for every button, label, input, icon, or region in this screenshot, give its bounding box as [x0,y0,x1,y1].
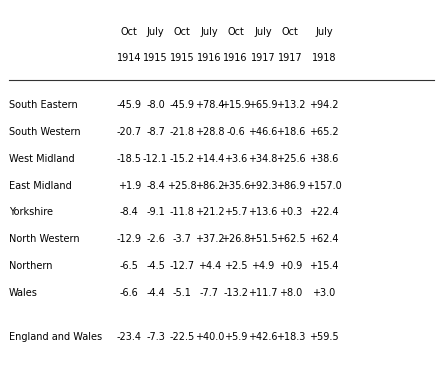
Text: -0.6: -0.6 [226,127,245,137]
Text: +8.0: +8.0 [279,288,302,298]
Text: +86.2: +86.2 [194,181,224,190]
Text: -12.7: -12.7 [169,261,194,271]
Text: +65.9: +65.9 [248,100,278,110]
Text: July: July [147,27,164,37]
Text: +28.8: +28.8 [194,127,224,137]
Text: Oct: Oct [282,27,299,37]
Text: +13.2: +13.2 [276,100,305,110]
Text: -8.7: -8.7 [146,127,165,137]
Text: 1915: 1915 [170,53,194,63]
Text: +35.6: +35.6 [221,181,251,190]
Text: 1918: 1918 [312,53,336,63]
Text: -8.0: -8.0 [146,100,165,110]
Text: +25.8: +25.8 [167,181,197,190]
Text: -8.4: -8.4 [146,181,165,190]
Text: +3.0: +3.0 [312,288,336,298]
Text: -11.8: -11.8 [170,208,194,217]
Text: -23.4: -23.4 [117,332,142,342]
Text: Oct: Oct [121,27,138,37]
Text: 1915: 1915 [143,53,168,63]
Text: +65.2: +65.2 [309,127,339,137]
Text: +40.0: +40.0 [194,332,224,342]
Text: 1916: 1916 [223,53,248,63]
Text: -20.7: -20.7 [117,127,142,137]
Text: July: July [315,27,333,37]
Text: +62.4: +62.4 [309,234,339,244]
Text: -4.5: -4.5 [146,261,165,271]
Text: -12.1: -12.1 [143,154,168,163]
Text: -3.7: -3.7 [172,234,191,244]
Text: +21.2: +21.2 [194,208,224,217]
Text: Northern: Northern [9,261,52,271]
Text: 1917: 1917 [278,53,303,63]
Text: 1916: 1916 [197,53,222,63]
Text: July: July [254,27,272,37]
Text: +92.3: +92.3 [248,181,278,190]
Text: -2.6: -2.6 [146,234,165,244]
Text: Oct: Oct [173,27,190,37]
Text: South Eastern: South Eastern [9,100,78,110]
Text: +59.5: +59.5 [309,332,339,342]
Text: +78.4: +78.4 [194,100,224,110]
Text: 1914: 1914 [117,53,141,63]
Text: +25.6: +25.6 [276,154,305,163]
Text: -45.9: -45.9 [169,100,194,110]
Text: -6.6: -6.6 [120,288,138,298]
Text: 1917: 1917 [251,53,275,63]
Text: +2.5: +2.5 [224,261,247,271]
Text: +38.6: +38.6 [309,154,339,163]
Text: -18.5: -18.5 [117,154,142,163]
Text: -22.5: -22.5 [169,332,194,342]
Text: +14.4: +14.4 [194,154,224,163]
Text: West Midland: West Midland [9,154,74,163]
Text: +4.4: +4.4 [198,261,221,271]
Text: +1.9: +1.9 [117,181,141,190]
Text: -7.7: -7.7 [200,288,219,298]
Text: -13.2: -13.2 [223,288,248,298]
Text: +62.5: +62.5 [276,234,305,244]
Text: England and Wales: England and Wales [9,332,102,342]
Text: +22.4: +22.4 [309,208,339,217]
Text: +0.9: +0.9 [279,261,302,271]
Text: +0.3: +0.3 [279,208,302,217]
Text: -5.1: -5.1 [172,288,191,298]
Text: -7.3: -7.3 [146,332,165,342]
Text: Oct: Oct [227,27,244,37]
Text: -8.4: -8.4 [120,208,138,217]
Text: +5.9: +5.9 [224,332,247,342]
Text: -21.8: -21.8 [169,127,194,137]
Text: North Western: North Western [9,234,79,244]
Text: +4.9: +4.9 [251,261,275,271]
Text: +94.2: +94.2 [309,100,339,110]
Text: +26.8: +26.8 [221,234,251,244]
Text: +5.7: +5.7 [224,208,247,217]
Text: +3.6: +3.6 [224,154,247,163]
Text: -12.9: -12.9 [117,234,142,244]
Text: +42.6: +42.6 [248,332,278,342]
Text: Wales: Wales [9,288,38,298]
Text: July: July [201,27,218,37]
Text: -6.5: -6.5 [120,261,139,271]
Text: +86.9: +86.9 [276,181,305,190]
Text: East Midland: East Midland [9,181,71,190]
Text: +13.6: +13.6 [248,208,278,217]
Text: +15.9: +15.9 [221,100,251,110]
Text: +37.2: +37.2 [194,234,224,244]
Text: +11.7: +11.7 [248,288,278,298]
Text: -15.2: -15.2 [169,154,194,163]
Text: South Western: South Western [9,127,81,137]
Text: +34.8: +34.8 [248,154,278,163]
Text: -45.9: -45.9 [117,100,142,110]
Text: -4.4: -4.4 [146,288,165,298]
Text: -9.1: -9.1 [146,208,165,217]
Text: Yorkshire: Yorkshire [9,208,53,217]
Text: +18.3: +18.3 [276,332,305,342]
Text: +15.4: +15.4 [309,261,339,271]
Text: +51.5: +51.5 [248,234,278,244]
Text: +46.6: +46.6 [248,127,278,137]
Text: +18.6: +18.6 [276,127,305,137]
Text: +157.0: +157.0 [306,181,342,190]
